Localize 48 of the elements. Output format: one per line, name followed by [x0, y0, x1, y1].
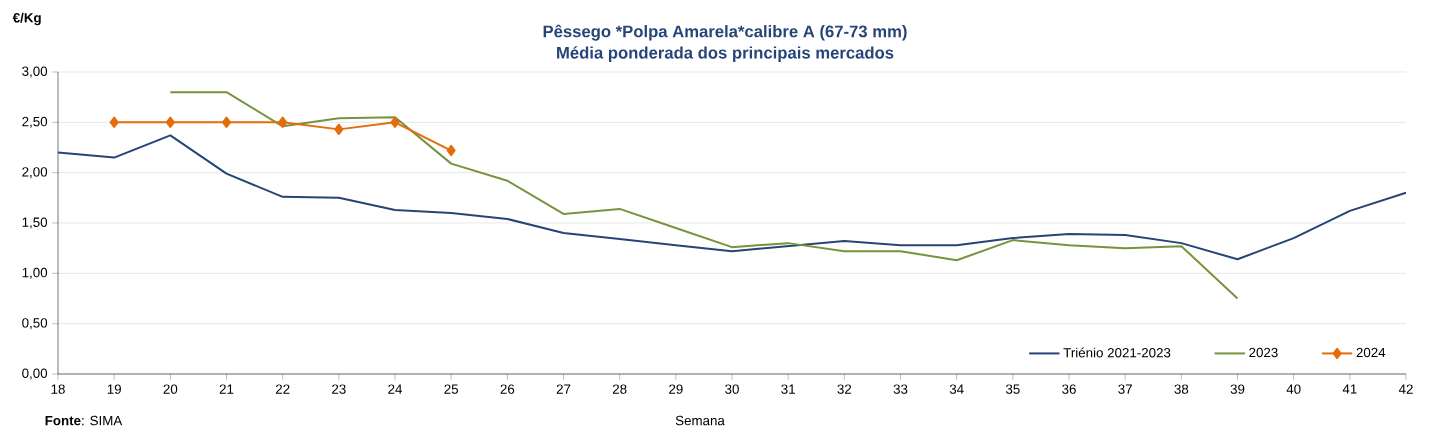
x-tick-label: 42	[1398, 384, 1413, 394]
legend-label: 2024	[1356, 347, 1386, 358]
x-tick-label: 31	[781, 384, 795, 394]
y-tick-label: 3,00	[22, 66, 48, 78]
x-tick-label: 27	[556, 384, 571, 394]
legend-label: Triénio 2021-2023	[1063, 347, 1171, 358]
x-tick-label: 24	[388, 384, 403, 394]
legend-label: 2023	[1249, 347, 1278, 358]
line-series	[169, 91, 1239, 300]
x-tick-label: 34	[949, 384, 964, 394]
x-tick-label: 38	[1174, 384, 1189, 394]
x-tick-label: 36	[1062, 384, 1076, 394]
x-tick-label: 39	[1230, 384, 1245, 394]
y-axis-title: €/Kg	[12, 12, 41, 26]
point	[446, 144, 456, 157]
x-tick-label: 37	[1118, 384, 1132, 394]
x-tick-label: 40	[1286, 384, 1301, 394]
chart-title: Pêssego *Polpa Amarela*calibre A (67-73 mm)	[543, 24, 907, 41]
x-tick-label: 33	[893, 384, 908, 394]
x-tick-label: 22	[275, 384, 290, 394]
y-tick-label: 1,50	[22, 217, 48, 229]
y-tick-label: 2,50	[22, 116, 48, 128]
point	[278, 116, 288, 128]
x-tick-label: 30	[725, 384, 739, 394]
x-tick-label: 28	[612, 384, 627, 394]
point	[165, 116, 175, 128]
point	[334, 123, 344, 136]
x-tick-label: 41	[1342, 384, 1357, 394]
y-tick-label: 2,00	[22, 167, 48, 179]
x-tick-label: 25	[444, 384, 459, 394]
x-tick-label: 20	[163, 384, 178, 394]
x-tick-label: 19	[107, 384, 121, 394]
x-tick-label: 18	[51, 384, 65, 394]
point	[390, 116, 400, 128]
chart-subtitle: Média ponderada dos principais mercados	[557, 46, 894, 62]
x-tick-label: 23	[332, 384, 346, 394]
point	[109, 116, 119, 128]
x-tick-label: 32	[837, 384, 852, 394]
text: Fonte: SIMA	[45, 415, 123, 426]
y-tick-label: 0,00	[22, 368, 48, 380]
x-tick-label: 29	[669, 384, 683, 394]
point	[222, 116, 231, 128]
x-tick-label: 21	[219, 384, 234, 394]
y-tick-label: 1,00	[22, 267, 48, 279]
x-tick-label: 35	[1005, 384, 1020, 394]
y-tick-label: 0,50	[22, 318, 48, 330]
x-tick-label: 26	[500, 384, 515, 394]
x-axis-title: Semana	[675, 415, 725, 426]
